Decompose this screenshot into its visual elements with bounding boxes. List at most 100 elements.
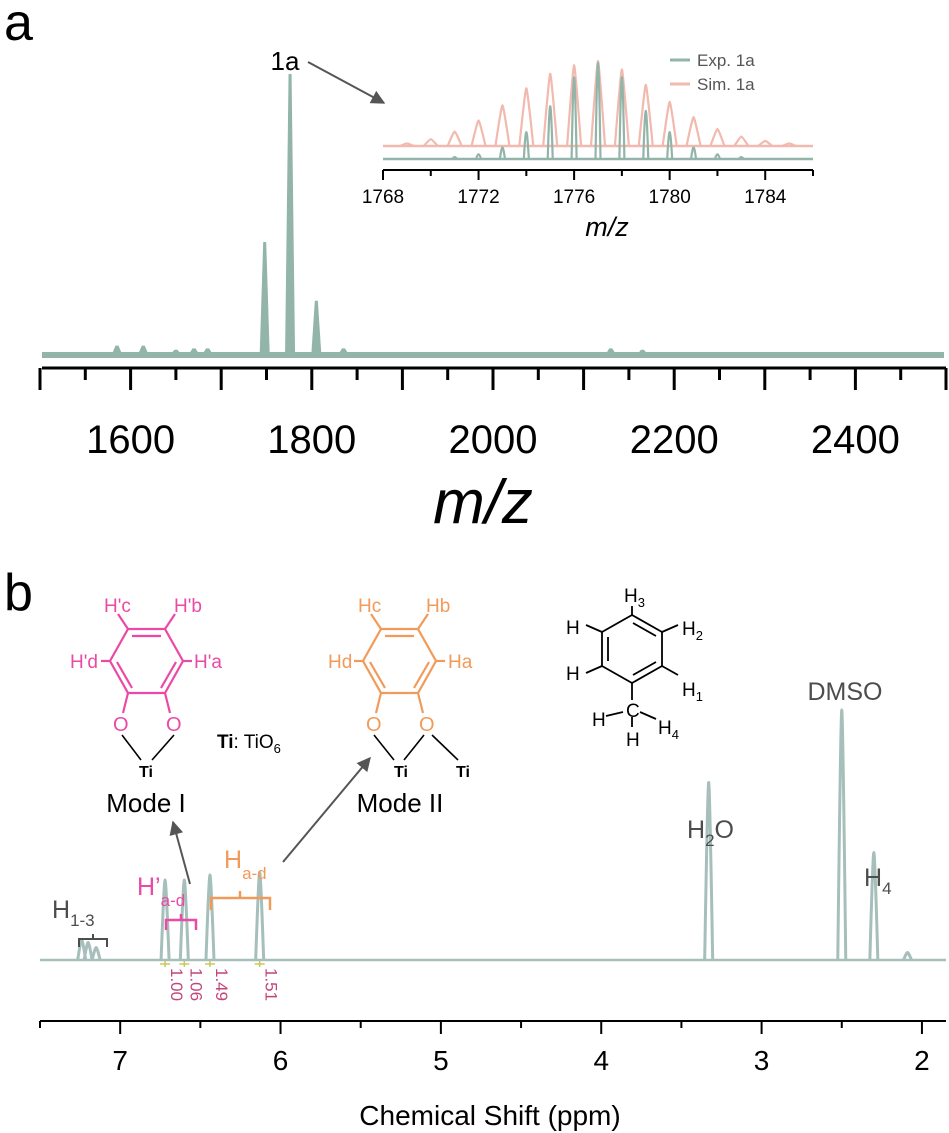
inset-sim-peak xyxy=(637,83,654,147)
benzene-ring-2 xyxy=(354,613,445,714)
ms-peak xyxy=(189,348,200,354)
inset: 1768 1772 1776 1780 1784 m/z Exp. 1a Sim. 1a xyxy=(362,51,814,242)
arrow-mode-2 xyxy=(282,756,371,863)
inset-exp-peak xyxy=(618,76,626,160)
inset-exp-peak xyxy=(475,153,483,160)
struct1-ha: H'a xyxy=(194,652,222,673)
struct2-bond-o-ti-left xyxy=(373,734,395,761)
inset-sim-peak xyxy=(470,119,487,147)
inset-exp-peak xyxy=(498,146,507,160)
inset-sim-peak xyxy=(661,100,678,147)
ms-peak xyxy=(259,242,270,354)
arrow-mode-1 xyxy=(169,820,191,885)
inset-exp-series xyxy=(383,61,813,161)
struct1-o-left: O xyxy=(113,714,129,736)
toluene-c: C xyxy=(626,701,640,722)
inset-sim-peak xyxy=(446,130,463,147)
inset-exp-peak xyxy=(522,131,530,160)
struct1-hb: H'b xyxy=(174,596,202,617)
integral-mark xyxy=(254,961,265,967)
integral-mark xyxy=(204,961,215,967)
inset-exp-peak xyxy=(546,105,554,160)
struct2-hd: Hd xyxy=(328,652,352,673)
struct1-bond-o-ti-left xyxy=(121,734,142,761)
toluene-h3: H3 xyxy=(624,586,645,610)
nmr-x-axis-label: Chemical Shift (ppm) xyxy=(359,1100,620,1131)
structure-mode-1: H'c H'b H'd H'a O O Ti Mode I xyxy=(70,596,222,818)
label-dmso: DMSO xyxy=(808,678,883,706)
inset-exp-peak xyxy=(666,131,674,160)
integral-value: 1.06 xyxy=(186,968,205,1001)
ms-peak xyxy=(285,74,296,354)
label-h4: H4 xyxy=(864,864,892,898)
inset-x-ticks: 1768 1772 1776 1780 1784 xyxy=(362,170,814,208)
struct2-ha: Ha xyxy=(448,652,473,673)
ms-peak xyxy=(338,348,349,354)
inset-exp-peak xyxy=(570,76,578,160)
inset-exp-peak xyxy=(689,146,698,160)
legend-label-exp: Exp. 1a xyxy=(697,51,755,70)
ms-spectrum xyxy=(42,74,944,358)
struct2-bond-o-ti-far xyxy=(431,734,459,761)
struct1-bond-o-ti-right xyxy=(151,734,175,761)
inset-x-tick-label: 1776 xyxy=(553,187,595,208)
ms-x-tick-label: 2000 xyxy=(449,418,538,462)
struct2-hb: Hb xyxy=(426,596,450,617)
nmr-x-tick-label: 5 xyxy=(433,1045,449,1076)
inset-sim-peak xyxy=(733,135,750,147)
inset-x-tick-label: 1780 xyxy=(649,187,691,208)
inset-x-axis-label: m/z xyxy=(585,212,629,242)
struct1-hd: H'd xyxy=(70,652,98,673)
benzene-ring-1 xyxy=(101,613,192,714)
inset-sim-peak xyxy=(757,139,773,147)
ms-peak xyxy=(605,348,616,354)
integral-value: 1.00 xyxy=(167,968,186,1001)
inset-sim-peak xyxy=(542,72,559,147)
nmr-x-tick-label: 2 xyxy=(914,1045,930,1076)
nmr-peak xyxy=(703,780,715,961)
ms-x-ticks: 1600 1800 2000 2200 2400 xyxy=(38,368,948,462)
inset-exp-peak xyxy=(713,153,721,160)
inset-x-tick-label: 1784 xyxy=(744,187,787,208)
label-had: Ha-d xyxy=(224,846,267,883)
nmr-peak xyxy=(204,873,216,961)
struct1-mode-label: Mode I xyxy=(106,788,186,818)
inset-sim-peak xyxy=(566,64,583,147)
struct2-ti-right: Ti xyxy=(456,764,470,781)
integral-value: 1.49 xyxy=(212,968,231,1001)
ms-x-tick-label: 2200 xyxy=(630,418,719,462)
inset-sim-series xyxy=(383,59,813,148)
inset-exp-peak xyxy=(594,61,602,160)
label-hprime: H’a-d xyxy=(137,873,185,910)
inset-sim-peak xyxy=(613,68,630,147)
inset-sim-peak xyxy=(685,115,702,147)
nmr-peak xyxy=(82,940,94,961)
struct1-ti: Ti xyxy=(139,764,153,781)
bracket-h13 xyxy=(78,934,108,947)
struct2-o-right: O xyxy=(419,714,435,736)
inset-sim-peak xyxy=(494,104,511,147)
inset-exp-peak xyxy=(642,109,650,160)
nmr-peak xyxy=(90,945,102,961)
integrals: 1.00 1.06 1.49 1.51 xyxy=(160,961,281,1001)
struct1-o-right: O xyxy=(166,714,182,736)
inset-x-tick-label: 1768 xyxy=(362,187,404,208)
nmr-peak xyxy=(836,708,848,961)
label-h13: H1-3 xyxy=(52,896,95,930)
struct2-o-left: O xyxy=(366,714,382,736)
inset-sim-peak xyxy=(422,138,439,147)
inset-exp-peak xyxy=(737,155,745,160)
ms-x-tick-label: 1600 xyxy=(86,418,175,462)
struct2-ti-left: Ti xyxy=(394,764,408,781)
toluene-h4: H4 xyxy=(658,718,679,742)
ms-baseline xyxy=(42,352,944,358)
inset-sim-peak xyxy=(709,127,726,147)
toluene-h1: H1 xyxy=(682,680,703,704)
ms-peak xyxy=(202,348,213,354)
integral-mark xyxy=(160,961,171,967)
nmr-x-tick-label: 4 xyxy=(593,1045,609,1076)
nmr-x-tick-label: 3 xyxy=(754,1045,770,1076)
legend-label-sim: Sim. 1a xyxy=(697,75,755,94)
ms-peak xyxy=(170,349,181,354)
nmr-x-ticks: 7 6 5 4 3 2 xyxy=(39,1021,930,1076)
